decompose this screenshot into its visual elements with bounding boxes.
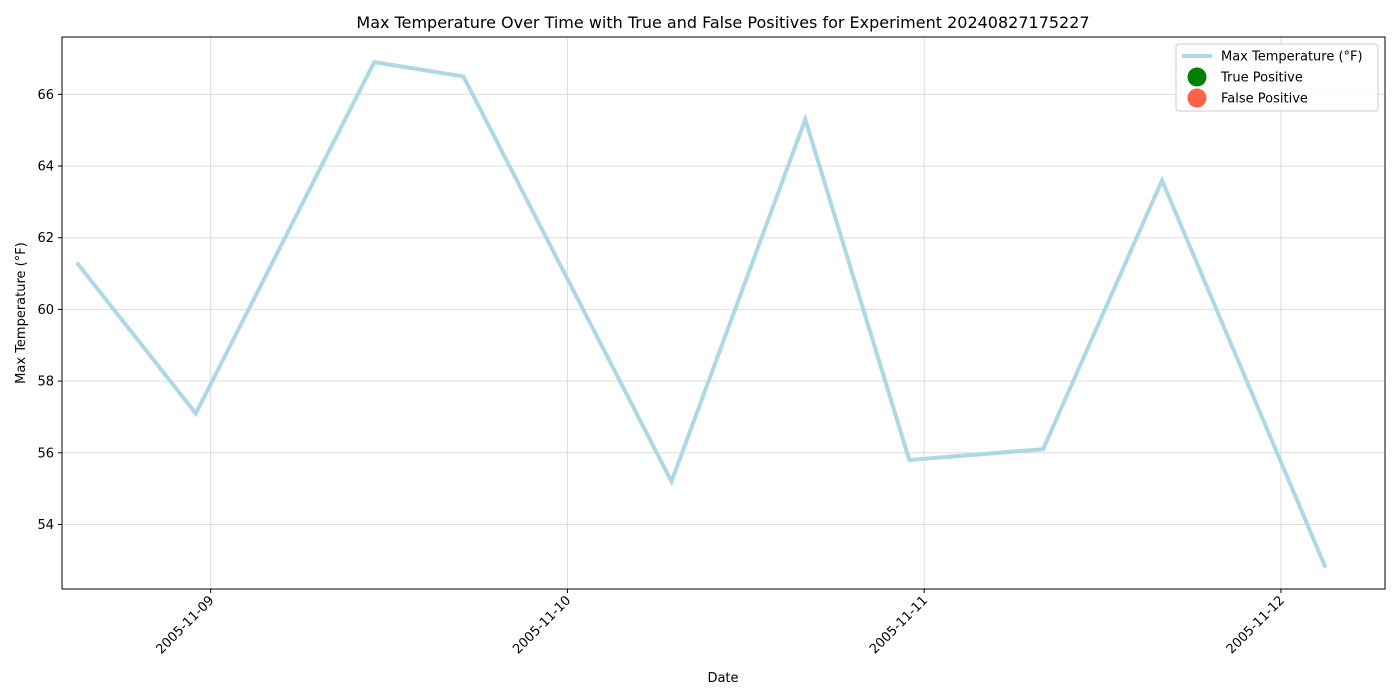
x-tick-label: 2005-11-11 — [867, 593, 931, 657]
legend-label: True Positive — [1220, 71, 1303, 86]
legend-box — [1175, 43, 1379, 112]
x-tick-label: 2005-11-10 — [510, 593, 574, 657]
legend-marker-swatch — [1187, 67, 1207, 87]
y-tick-label: 64 — [37, 160, 54, 175]
plot-lines — [75, 59, 1328, 569]
legend-label: Max Temperature (°F) — [1221, 50, 1363, 65]
grid — [62, 37, 1385, 589]
x-tick-label: 2005-11-12 — [1224, 593, 1288, 657]
x-tick-label: 2005-11-09 — [153, 593, 217, 657]
x-axis-label: Date — [707, 671, 738, 686]
plot-frame — [61, 36, 1386, 590]
y-tick-label: 60 — [37, 303, 54, 318]
y-axis-label: Max Temperature (°F) — [14, 242, 29, 384]
y-tick-label: 58 — [37, 375, 54, 390]
y-tick-label: 54 — [37, 518, 54, 533]
y-tick-label: 62 — [37, 231, 54, 246]
series-line — [75, 59, 1328, 569]
y-tick-label: 66 — [37, 88, 54, 103]
legend-label: False Positive — [1221, 92, 1308, 107]
y-tick-label: 56 — [37, 446, 54, 461]
legend-marker-swatch — [1187, 88, 1207, 108]
y-axis: 54 56 58 60 62 64 66 — [37, 88, 62, 533]
chart-title: Max Temperature Over Time with True and … — [356, 13, 1089, 32]
legend: Max Temperature (°F) True Positive False P… — [1175, 43, 1379, 112]
x-axis: 2005-11-09 2005-11-10 2005-11-11 2005-11-12 — [153, 589, 1288, 657]
